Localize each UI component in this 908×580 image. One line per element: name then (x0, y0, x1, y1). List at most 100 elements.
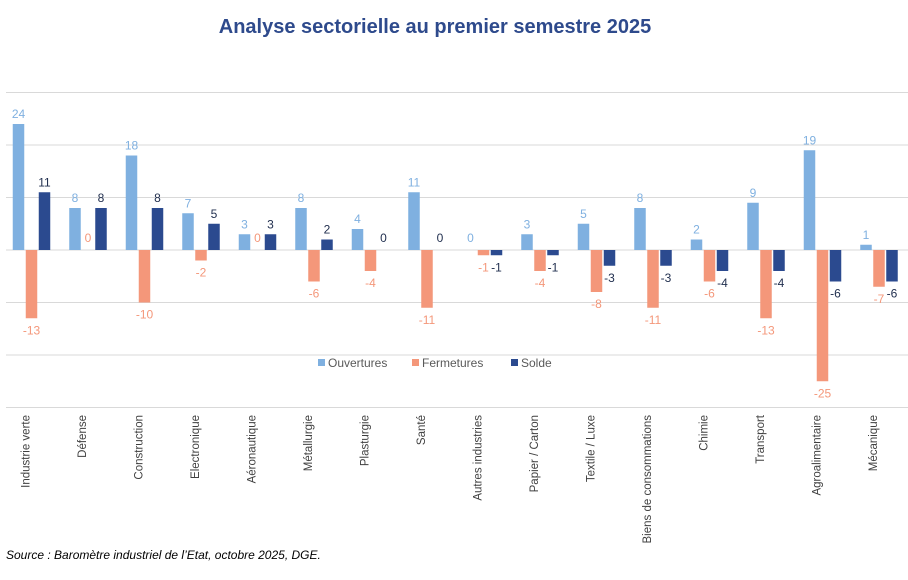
bar-ouvertures-chimie (690, 239, 703, 250)
chart-source: Source : Baromètre industriel de l’Etat,… (6, 548, 321, 562)
category-label-aeronautique: Aéronautique (247, 415, 259, 483)
data-label-solde-chimie: -4 (717, 276, 728, 290)
bar-fermetures-papier-carton (534, 250, 546, 271)
category-label-industrie-verte: Industrie verte (21, 415, 33, 488)
data-label-ouvertures-industrie-verte: 24 (12, 107, 26, 121)
bar-fermetures-industrie-verte (25, 250, 38, 319)
category-label-electronique: Electronique (190, 415, 202, 479)
bars (12, 124, 898, 382)
legend-swatch-fermetures (412, 359, 419, 366)
data-label-solde-electronique: 5 (211, 207, 218, 221)
data-label-fermetures-aeronautique: 0 (254, 231, 261, 245)
data-label-ouvertures-textile-luxe: 5 (580, 207, 587, 221)
data-label-solde-textile-luxe: -3 (604, 271, 615, 285)
data-label-solde-mecanique: -6 (887, 287, 898, 301)
category-label-construction: Construction (134, 415, 146, 480)
data-label-solde-construction: 8 (154, 191, 161, 205)
bar-fermetures-electronique (195, 250, 207, 261)
data-label-ouvertures-electronique: 7 (185, 196, 192, 210)
data-label-fermetures-metallurgie: -6 (309, 287, 320, 301)
bar-ouvertures-aeronautique (238, 234, 251, 250)
category-label-sante: Santé (416, 415, 428, 445)
bar-fermetures-transport (760, 250, 772, 319)
bar-solde-biens-de-consommations (660, 250, 672, 266)
data-label-solde-plasturgie: 0 (380, 231, 387, 245)
data-label-ouvertures-chimie: 2 (693, 223, 700, 237)
bar-fermetures-sante (421, 250, 433, 308)
data-label-fermetures-mecanique: -7 (874, 292, 885, 306)
data-label-solde-transport: -4 (774, 276, 785, 290)
data-label-fermetures-sante: -11 (419, 313, 436, 327)
data-label-ouvertures-defense: 8 (72, 191, 79, 205)
bar-fermetures-biens-de-consommations (647, 250, 659, 308)
bar-ouvertures-biens-de-consommations (634, 208, 646, 250)
bar-solde-defense (95, 208, 107, 250)
category-label-papier-carton: Papier / Carton (529, 415, 541, 492)
data-label-solde-agroalimentaire: -6 (830, 287, 841, 301)
data-label-solde-biens-de-consommations: -3 (661, 271, 672, 285)
category-label-mecanique: Mécanique (868, 415, 880, 471)
data-label-fermetures-autres-industries: -1 (478, 260, 489, 274)
bar-fermetures-metallurgie (308, 250, 320, 282)
data-label-ouvertures-biens-de-consommations: 8 (637, 191, 644, 205)
legend-swatch-solde (511, 359, 518, 366)
bar-ouvertures-industrie-verte (12, 124, 25, 250)
bar-solde-industrie-verte (38, 192, 51, 250)
data-label-fermetures-construction: -10 (136, 308, 154, 322)
data-label-ouvertures-sante: 11 (408, 175, 421, 189)
bar-fermetures-chimie (703, 250, 716, 282)
data-label-ouvertures-autres-industries: 0 (467, 231, 474, 245)
category-labels: Industrie verte Défense Construction Electr… (21, 414, 881, 543)
data-label-ouvertures-metallurgie: 8 (298, 191, 305, 205)
category-label-metallurgie: Métallurgie (303, 415, 315, 471)
data-label-fermetures-defense: 0 (85, 231, 92, 245)
bar-solde-textile-luxe (603, 250, 616, 266)
bar-fermetures-autres-industries (477, 250, 490, 256)
data-label-ouvertures-papier-carton: 3 (524, 217, 531, 231)
category-label-autres-industries: Autres industries (473, 415, 485, 501)
bar-solde-electronique (208, 223, 220, 250)
bar-solde-mecanique (886, 250, 898, 282)
bar-fermetures-plasturgie (364, 250, 377, 271)
category-label-agroalimentaire: Agroalimentaire (812, 415, 824, 496)
bar-ouvertures-agroalimentaire (803, 150, 816, 250)
category-label-biens-de-consommations: Biens de consommations (642, 415, 654, 544)
bar-ouvertures-mecanique (860, 244, 872, 250)
bar-solde-papier-carton (547, 250, 559, 256)
bar-solde-aeronautique (264, 234, 277, 250)
legend-label-solde: Solde (521, 356, 552, 370)
data-label-ouvertures-agroalimentaire: 19 (803, 133, 817, 147)
bar-fermetures-agroalimentaire (816, 250, 829, 382)
bar-fermetures-construction (138, 250, 151, 303)
bar-solde-transport (773, 250, 785, 271)
data-label-fermetures-transport: -13 (757, 323, 775, 337)
bar-ouvertures-textile-luxe (577, 223, 590, 250)
data-label-fermetures-papier-carton: -4 (535, 276, 546, 290)
bar-ouvertures-defense (69, 208, 81, 250)
bar-solde-agroalimentaire (829, 250, 842, 282)
data-label-fermetures-electronique: -2 (196, 266, 207, 280)
data-label-ouvertures-mecanique: 1 (863, 228, 870, 242)
data-label-ouvertures-transport: 9 (750, 186, 757, 200)
data-label-solde-industrie-verte: 11 (38, 175, 51, 189)
data-label-ouvertures-plasturgie: 4 (354, 212, 361, 226)
category-label-textile-luxe: Textile / Luxe (586, 415, 598, 482)
data-label-fermetures-textile-luxe: -8 (591, 297, 602, 311)
data-label-solde-defense: 8 (98, 191, 105, 205)
bar-ouvertures-papier-carton (521, 234, 533, 250)
bar-ouvertures-transport (747, 202, 759, 250)
data-label-fermetures-plasturgie: -4 (365, 276, 376, 290)
data-label-solde-metallurgie: 2 (324, 223, 331, 237)
legend-label-ouvertures: Ouvertures (328, 356, 387, 370)
data-label-fermetures-industrie-verte: -13 (23, 323, 41, 337)
bar-solde-metallurgie (321, 239, 333, 250)
bar-ouvertures-electronique (182, 213, 194, 250)
data-label-fermetures-chimie: -6 (704, 287, 715, 301)
data-label-solde-aeronautique: 3 (267, 217, 274, 231)
data-label-fermetures-biens-de-consommations: -11 (645, 313, 662, 327)
bar-solde-autres-industries (490, 250, 503, 256)
data-label-fermetures-agroalimentaire: -25 (814, 386, 832, 400)
bar-ouvertures-construction (125, 155, 138, 250)
